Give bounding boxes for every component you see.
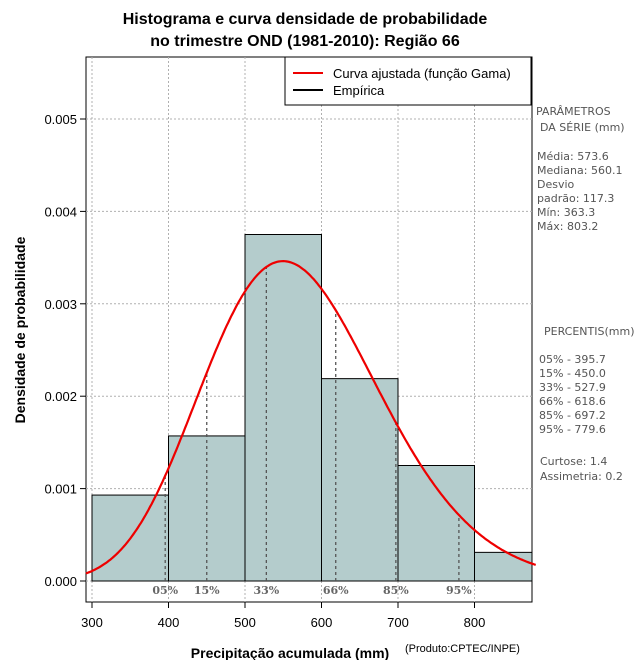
params-title-1: PARÂMETROS <box>536 105 611 118</box>
percentile-markers: 05% 15% 33% 66% 85% 95% <box>152 266 472 597</box>
percentile-label-66%: 66% <box>323 584 349 597</box>
param-sd-1: Desvio <box>537 178 575 191</box>
chart-title-line2: no trimestre OND (1981-2010): Região 66 <box>150 33 460 50</box>
x-tick-label-0: 300 <box>81 615 103 630</box>
y-tick-label-2: 0.002 <box>44 389 77 404</box>
y-tick-label-1: 0.001 <box>44 482 77 497</box>
stat-kurtosis: Curtose: 1.4 <box>540 455 607 468</box>
percentil-33: 33% - 527.9 <box>539 381 606 394</box>
x-tick-label-1: 400 <box>158 615 180 630</box>
histogram-bar-4 <box>397 465 475 582</box>
y-tick-label-5: 0.005 <box>44 112 77 127</box>
x-tick-label-5: 800 <box>464 615 486 630</box>
percentil-66: 66% - 618.6 <box>539 395 606 408</box>
x-axis-ticks: 300 400 500 600 700 800 <box>81 602 485 630</box>
percentil-15: 15% - 450.0 <box>539 367 606 380</box>
percentile-label-85%: 85% <box>383 584 409 597</box>
x-axis-label: Precipitação acumulada (mm) <box>191 645 389 660</box>
histogram-bar-5 <box>474 551 533 582</box>
param-median: Mediana: 560.1 <box>537 164 622 177</box>
x-tick-label-4: 700 <box>387 615 409 630</box>
series-parameters-panel: PARÂMETROS DA SÉRIE (mm) Média: 573.6 Me… <box>536 105 635 483</box>
stat-skewness: Assimetria: 0.2 <box>540 470 623 483</box>
params-title-2: DA SÉRIE (mm) <box>540 121 625 134</box>
legend-curve-label: Curva ajustada (função Gama) <box>333 66 511 81</box>
legend-box <box>284 56 532 106</box>
x-tick-label-2: 500 <box>234 615 256 630</box>
y-axis-ticks: 0.000 0.001 0.002 0.003 0.004 0.005 <box>44 112 86 589</box>
param-sd-2: padrão: 117.3 <box>537 192 614 205</box>
param-min: Mín: 363.3 <box>537 206 595 219</box>
product-credit: (Produto:CPTEC/INPE) <box>405 643 520 655</box>
percentil-95: 95% - 779.6 <box>539 423 606 436</box>
legend: Curva ajustada (função Gama) Empírica <box>284 56 532 106</box>
param-mean: Média: 573.6 <box>537 150 609 163</box>
y-axis-label: Densidade de probabilidade <box>12 236 28 423</box>
gamma-curve-line <box>85 259 537 575</box>
histogram-bar-2 <box>244 234 322 582</box>
y-tick-label-0: 0.000 <box>44 574 77 589</box>
percentile-label-15%: 15% <box>194 584 220 597</box>
legend-empirical-label: Empírica <box>333 83 385 98</box>
percentile-label-95%: 95% <box>446 584 472 597</box>
percentile-label-05%: 05% <box>152 584 178 597</box>
y-tick-label-3: 0.003 <box>44 297 77 312</box>
percentil-05: 05% - 395.7 <box>539 353 606 366</box>
y-tick-label-4: 0.004 <box>44 204 77 219</box>
x-tick-label-3: 600 <box>311 615 333 630</box>
histogram-bar-3 <box>321 378 399 582</box>
param-max: Máx: 803.2 <box>537 220 598 233</box>
percentis-title: PERCENTIS(mm) <box>544 325 635 338</box>
histogram-bars <box>91 234 533 582</box>
percentil-85: 85% - 697.2 <box>539 409 606 422</box>
chart-title-line1: Histograma e curva densidade de probabil… <box>123 11 488 28</box>
fitted-curve <box>85 259 537 575</box>
percentile-label-33%: 33% <box>253 584 279 597</box>
